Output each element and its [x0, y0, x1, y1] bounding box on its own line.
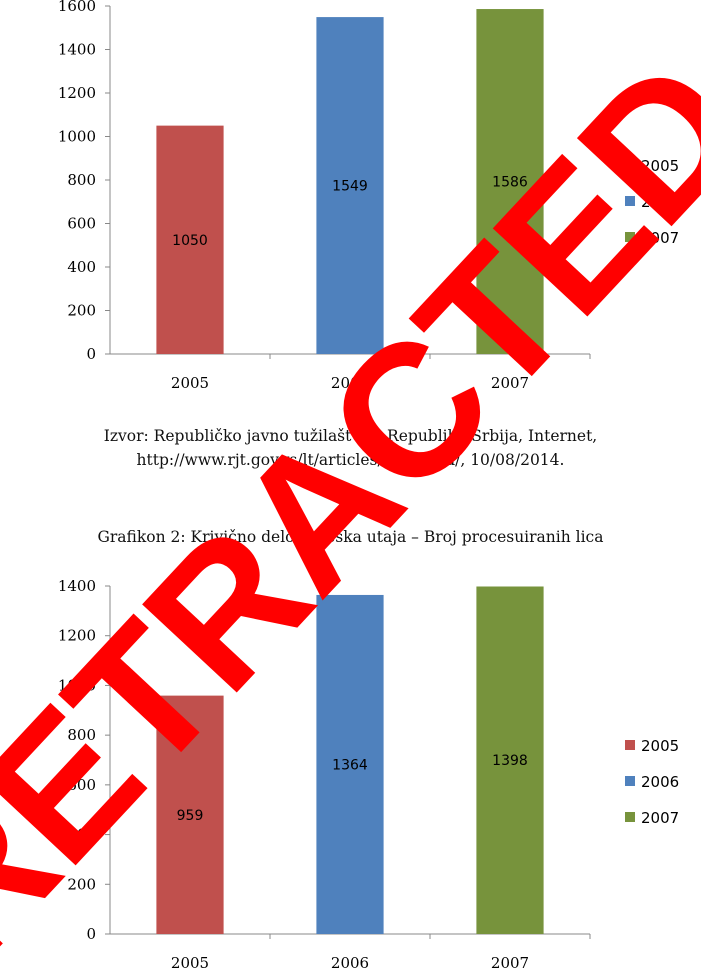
chart-1-legend-label-2005: 2005 — [641, 157, 679, 175]
chart-2-y-tick-label: 200 — [67, 875, 96, 893]
chart-1-y-tick-label: 1400 — [58, 41, 96, 59]
chart-2-legend-swatch-2006 — [625, 776, 635, 786]
chart-2: 0 200 400 600 800 1000 1200 1400 959 2005 1364 2006… — [58, 580, 679, 971]
chart-2-legend-label-2007: 2007 — [641, 809, 679, 827]
chart-2-y-tick-label: 1400 — [58, 580, 96, 595]
chart-2-y-tick-label: 1000 — [58, 676, 96, 694]
chart-2-legend-swatch-2007 — [625, 812, 635, 822]
source-line-1: Izvor: Republičko javno tužilaštvo – Rep… — [103, 427, 598, 445]
chart-2-y-tick-label: 800 — [67, 726, 96, 744]
chart-1: 0 200 400 600 800 1000 1200 1400 1600 1050 2005 154… — [58, 0, 679, 392]
chart-1-bar-2006 — [316, 17, 384, 355]
chart-2-title: Grafikon 2: Krivično delo poreska utaja … — [97, 528, 604, 546]
chart-2-y-tick-label: 400 — [67, 826, 96, 844]
chart-2-bar-2006 — [316, 594, 384, 934]
chart-1-x-tick-label-2006: 2006 — [331, 374, 369, 392]
chart-2-bar-2007 — [476, 586, 544, 934]
chart-2-y-tick-label: 600 — [67, 776, 96, 794]
chart-1-legend-label-2006: 2006 — [641, 193, 679, 211]
chart-1-legend-swatch-2007 — [625, 232, 635, 242]
chart-2-legend-label-2005: 2005 — [641, 737, 679, 755]
chart-1-data-label-2006: 1549 — [332, 179, 368, 195]
chart-2-y-tick-label: 0 — [86, 925, 96, 943]
chart-1-data-label-2007: 1586 — [492, 175, 528, 191]
chart-1-y-tick-label: 800 — [67, 171, 96, 189]
chart-1-legend-swatch-2005 — [625, 160, 635, 170]
chart-2-data-label-2005: 959 — [177, 808, 204, 824]
chart-1-y-tick-label: 600 — [67, 215, 96, 233]
chart-1-x-tick-label-2007: 2007 — [491, 374, 529, 392]
chart-1-y-tick-label: 1000 — [58, 128, 96, 146]
chart-1-y-tick-label: 200 — [67, 302, 96, 320]
chart-1-y-tick-label: 400 — [67, 258, 96, 276]
chart-2-data-label-2007: 1398 — [492, 753, 528, 769]
chart-2-legend-swatch-2005 — [625, 740, 635, 750]
chart-2-bar-2005 — [156, 695, 224, 934]
chart-2-y-tick-label: 1200 — [58, 627, 96, 645]
chart-1-legend-swatch-2006 — [625, 196, 635, 206]
chart-2-x-tick-label-2005: 2005 — [171, 954, 209, 971]
chart-1-y-tick-label: 0 — [86, 345, 96, 363]
chart-1-y-tick-label: 1200 — [58, 84, 96, 102]
chart-1-data-label-2005: 1050 — [172, 233, 208, 249]
chart-2-x-tick-label-2006: 2006 — [331, 954, 369, 971]
chart-1-legend-label-2007: 2007 — [641, 229, 679, 247]
chart-1-x-tick-label-2005: 2005 — [171, 374, 209, 392]
chart-1-bar-2005 — [156, 125, 224, 354]
chart-2-x-tick-label-2007: 2007 — [491, 954, 529, 971]
chart-2-data-label-2006: 1364 — [332, 757, 368, 773]
chart-1-bar-2007 — [476, 9, 544, 354]
source-line-2: http://www.rjt.gov.rs/lt/articles/statis… — [136, 451, 565, 469]
chart-2-legend-label-2006: 2006 — [641, 773, 679, 791]
chart-1-y-tick-label: 1600 — [58, 0, 96, 15]
